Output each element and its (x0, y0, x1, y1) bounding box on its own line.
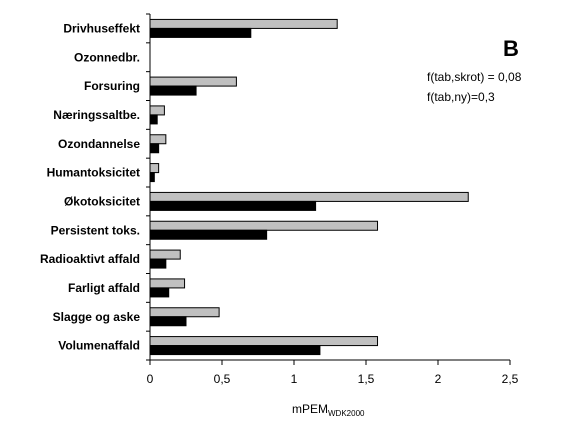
category-label: Økotoksicitet (64, 194, 140, 208)
annotation-line-2: f(tab,ny)=0,3 (427, 90, 495, 104)
category-label: Næringssaltbe. (53, 108, 140, 122)
bar-grey-4 (149, 134, 167, 145)
annotation-line-1: f(tab,skrot) = 0,08 (427, 70, 522, 84)
bar-grey-5 (149, 163, 160, 174)
bars-layer (149, 18, 469, 356)
category-label: Drivhuseffekt (63, 21, 140, 35)
panel-letter: B (503, 36, 519, 61)
category-label: Ozonnedbr. (74, 50, 140, 64)
labels-layer: Drivhuseffekt Ozonnedbr. Forsuring Næringss… (40, 21, 519, 386)
bar-black-7 (149, 229, 268, 240)
bar-black-10 (149, 316, 187, 327)
bar-grey-6 (149, 191, 469, 202)
x-tick-label: 1,5 (358, 372, 375, 386)
bar-black-8 (149, 258, 167, 269)
bar-grey-7 (149, 220, 379, 231)
category-label: Forsuring (84, 79, 140, 93)
bar-black-5 (149, 172, 155, 183)
bar-black-11 (149, 345, 321, 356)
bar-grey-9 (149, 278, 186, 289)
axes-layer (146, 13, 511, 365)
x-axis-label: mPEMWDK2000 (292, 402, 365, 418)
bar-grey-3 (149, 105, 165, 116)
x-axis-label-subscript: WDK2000 (328, 409, 365, 418)
category-label: Slagge og aske (53, 310, 141, 324)
category-label: Volumenaffald (58, 339, 140, 353)
x-tick-label: 1 (291, 372, 298, 386)
x-tick-label: 2,5 (502, 372, 519, 386)
x-tick-label: 2 (435, 372, 442, 386)
category-label: Persistent toks. (51, 223, 140, 237)
bar-black-4 (149, 143, 160, 154)
x-tick-label: 0,5 (214, 372, 231, 386)
category-label: Humantoksicitet (47, 166, 140, 180)
x-tick-label: 0 (147, 372, 154, 386)
bar-black-0 (149, 27, 252, 38)
bar-black-3 (149, 114, 158, 125)
bar-grey-2 (149, 76, 237, 87)
bar-grey-11 (149, 336, 379, 347)
bar-black-9 (149, 287, 170, 298)
x-axis-label-main: mPEM (292, 402, 328, 416)
bar-grey-8 (149, 249, 181, 260)
bar-grey-10 (149, 307, 220, 318)
bar-grey-0 (149, 18, 338, 29)
bar-black-2 (149, 85, 197, 96)
category-label: Radioaktivt affald (40, 252, 140, 266)
bar-black-6 (149, 200, 317, 211)
category-label: Farligt affald (68, 281, 140, 295)
category-label: Ozondannelse (58, 137, 140, 151)
